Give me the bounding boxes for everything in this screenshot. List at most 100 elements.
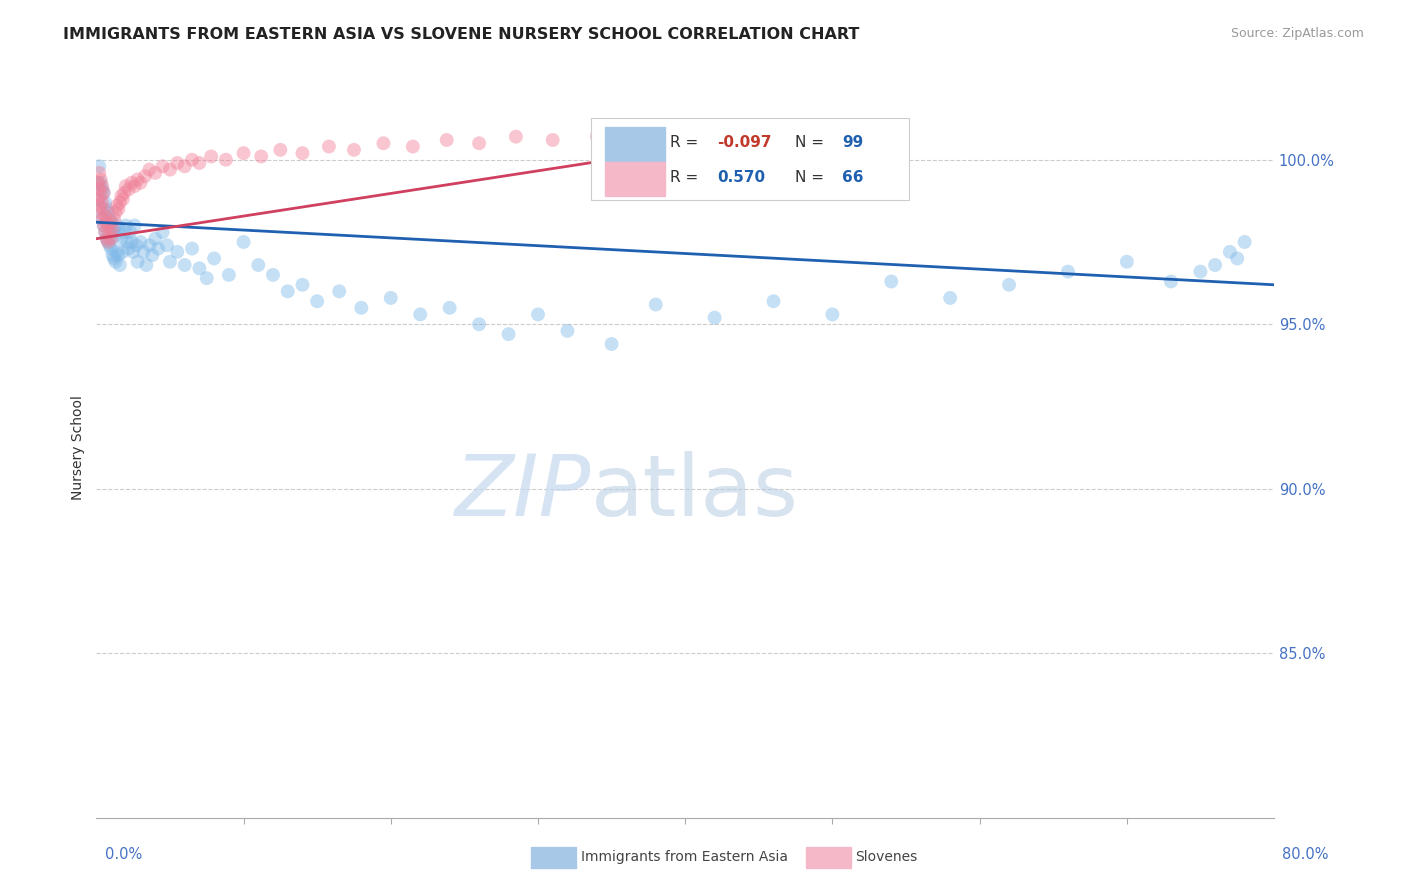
Point	[91, 211, 114, 226]
Point	[166, 156, 188, 170]
Point	[135, 258, 157, 272]
Point	[880, 275, 903, 289]
Point	[1115, 254, 1137, 268]
Point	[439, 301, 461, 315]
Point	[121, 176, 143, 190]
Point	[1226, 252, 1249, 266]
Point	[87, 192, 110, 206]
Point	[143, 166, 166, 180]
Point	[104, 228, 127, 243]
Point	[630, 127, 652, 141]
Point	[103, 225, 125, 239]
Point	[107, 202, 129, 216]
Point	[110, 189, 132, 203]
Point	[600, 337, 623, 351]
Point	[792, 123, 814, 137]
Point	[159, 254, 181, 268]
Point	[644, 297, 666, 311]
Point	[107, 222, 129, 236]
Point	[232, 235, 254, 249]
Point	[124, 179, 146, 194]
Point	[91, 211, 114, 226]
Point	[703, 310, 725, 325]
Point	[89, 199, 111, 213]
Point	[436, 133, 458, 147]
Point	[277, 285, 299, 299]
Point	[107, 248, 129, 262]
Point	[100, 215, 122, 229]
Point	[733, 127, 755, 141]
Point	[557, 324, 579, 338]
Point	[181, 242, 204, 256]
Point	[114, 179, 136, 194]
Point	[97, 235, 120, 249]
Point	[762, 294, 785, 309]
Point	[1219, 244, 1241, 259]
Point	[96, 202, 118, 216]
Point	[97, 235, 120, 249]
Point	[104, 254, 127, 268]
Point	[101, 222, 124, 236]
Point	[152, 225, 174, 239]
Point	[152, 159, 174, 173]
FancyBboxPatch shape	[591, 118, 908, 200]
Point	[127, 254, 149, 268]
Point	[134, 169, 156, 184]
Point	[93, 186, 115, 200]
Point	[105, 219, 128, 233]
Point	[101, 248, 124, 262]
Text: R =: R =	[669, 135, 703, 150]
Point	[350, 301, 373, 315]
Point	[125, 238, 148, 252]
Point	[98, 225, 121, 239]
Point	[173, 159, 195, 173]
Point	[93, 202, 115, 216]
Point	[380, 291, 402, 305]
Point	[118, 182, 141, 196]
Point	[112, 225, 135, 239]
Point	[90, 202, 112, 216]
Point	[100, 215, 122, 229]
Point	[328, 285, 350, 299]
Point	[124, 219, 146, 233]
Point	[1204, 258, 1226, 272]
Point	[181, 153, 204, 167]
Point	[127, 172, 149, 186]
Point	[138, 238, 160, 252]
Point	[90, 176, 112, 190]
Text: ZIP: ZIP	[454, 450, 591, 533]
Point	[188, 156, 211, 170]
Point	[159, 162, 181, 177]
Point	[373, 136, 395, 151]
Point	[232, 146, 254, 161]
Point	[94, 225, 117, 239]
Point	[250, 149, 273, 163]
Text: N =: N =	[794, 169, 828, 185]
Point	[96, 232, 118, 246]
Point	[103, 252, 125, 266]
Text: 0.570: 0.570	[717, 169, 765, 185]
Point	[998, 277, 1021, 292]
Point	[117, 235, 139, 249]
Point	[90, 189, 112, 203]
FancyBboxPatch shape	[605, 127, 665, 161]
Text: IMMIGRANTS FROM EASTERN ASIA VS SLOVENE NURSERY SCHOOL CORRELATION CHART: IMMIGRANTS FROM EASTERN ASIA VS SLOVENE …	[63, 27, 859, 42]
Point	[98, 211, 121, 226]
Point	[129, 235, 152, 249]
Point	[202, 252, 225, 266]
Point	[98, 238, 121, 252]
Text: 0.0%: 0.0%	[105, 847, 142, 862]
Point	[91, 195, 114, 210]
Text: Source: ZipAtlas.com: Source: ZipAtlas.com	[1230, 27, 1364, 40]
Point	[94, 209, 117, 223]
Point	[498, 327, 520, 342]
Point	[138, 162, 160, 177]
FancyBboxPatch shape	[605, 161, 665, 196]
Point	[97, 205, 120, 219]
Point	[318, 139, 340, 153]
Point	[195, 271, 218, 285]
Point	[215, 153, 238, 167]
Point	[108, 195, 131, 210]
Point	[148, 242, 170, 256]
Point	[402, 139, 425, 153]
